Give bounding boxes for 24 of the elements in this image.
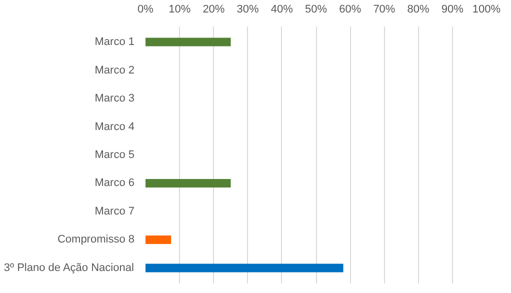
y-tick-label: Marco 6 <box>94 177 135 190</box>
y-tick-label: Marco 4 <box>94 120 135 133</box>
bar <box>146 38 231 46</box>
y-tick-label: Marco 3 <box>94 92 135 105</box>
y-tick-label: Marco 2 <box>94 64 135 76</box>
y-tick-label: Marco 7 <box>94 205 135 218</box>
y-tick-label: 3º Plano de Ação Nacional <box>4 262 134 274</box>
x-tick-label: 90% <box>441 4 464 16</box>
x-tick-label: 40% <box>270 4 294 16</box>
x-tick-label: 20% <box>202 4 225 16</box>
x-tick-label: 80% <box>407 4 430 16</box>
x-tick-label: 100% <box>472 4 501 16</box>
x-tick-label: 70% <box>373 4 396 16</box>
bar <box>146 179 231 188</box>
x-tick-label: 60% <box>339 4 362 16</box>
y-tick-label: Compromisso 8 <box>57 234 135 246</box>
x-tick-label: 30% <box>236 4 260 16</box>
y-tick-label: Marco 1 <box>94 36 135 48</box>
x-tick-label: 0% <box>138 4 154 16</box>
bar <box>146 235 172 244</box>
x-tick-label: 10% <box>168 4 191 16</box>
x-tick-label: 50% <box>304 4 328 16</box>
bar <box>146 264 344 272</box>
y-tick-label: Marco 5 <box>94 149 135 161</box>
